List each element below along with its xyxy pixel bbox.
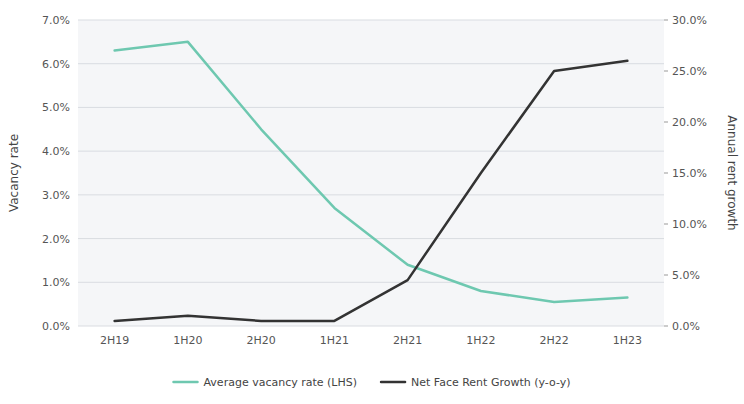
background	[0, 0, 744, 404]
y2-axis-title: Annual rent growth	[725, 115, 739, 230]
grid-line	[78, 282, 664, 283]
legend-item: Average vacancy rate (LHS)	[173, 376, 357, 389]
grid-line	[78, 151, 664, 152]
y-tick-label: 3.0%	[42, 189, 70, 202]
y2-tick-label: 5.0%	[672, 269, 700, 282]
series-group	[115, 42, 628, 321]
grid-line	[78, 63, 664, 64]
legend: Average vacancy rate (LHS) Net Face Rent …	[173, 376, 570, 389]
legend-label: Net Face Rent Growth (y-o-y)	[411, 376, 570, 389]
y-tick-label: 2.0%	[42, 233, 70, 246]
x-tick-label: 2H22	[539, 334, 568, 347]
y2-tick-label: 25.0%	[672, 65, 707, 78]
x-tick-label: 2H21	[393, 334, 422, 347]
y2-tick	[664, 224, 668, 225]
x-tick-label: 1H22	[466, 334, 495, 347]
legend-swatch	[173, 381, 197, 384]
y2-tick	[664, 326, 668, 327]
x-tick-label: 1H23	[613, 334, 642, 347]
y-tick-label: 7.0%	[42, 14, 70, 27]
legend-item: Net Face Rent Growth (y-o-y)	[381, 376, 570, 389]
grid-line	[78, 20, 664, 21]
x-tick-label: 1H20	[173, 334, 202, 347]
grid-line	[78, 107, 664, 108]
y2-tick-label: 20.0%	[672, 116, 707, 129]
legend-label: Average vacancy rate (LHS)	[203, 376, 357, 389]
series-line	[115, 42, 628, 302]
y2-tick	[664, 173, 668, 174]
y-tick-label: 0.0%	[42, 320, 70, 333]
y2-tick	[664, 20, 668, 21]
legend-swatch	[381, 381, 405, 384]
y-tick-label: 1.0%	[42, 276, 70, 289]
grid-line	[78, 194, 664, 195]
x-tick-label: 2H19	[100, 334, 129, 347]
plot-area	[78, 20, 664, 326]
x-tick-label: 1H21	[320, 334, 349, 347]
grid-line	[78, 238, 664, 239]
y2-tick-label: 15.0%	[672, 167, 707, 180]
y2-tick	[664, 275, 668, 276]
y2-tick-label: 0.0%	[672, 320, 700, 333]
y-tick-label: 5.0%	[42, 101, 70, 114]
x-tick-label: 2H20	[246, 334, 275, 347]
y-tick-label: 6.0%	[42, 58, 70, 71]
y-tick-label: 4.0%	[42, 145, 70, 158]
y2-tick-label: 30.0%	[672, 14, 707, 27]
y-axis-title: Vacancy rate	[7, 134, 21, 212]
y2-tick	[664, 71, 668, 72]
y2-tick-label: 10.0%	[672, 218, 707, 231]
y2-tick	[664, 122, 668, 123]
grid-line	[78, 326, 664, 327]
series-line	[115, 61, 628, 321]
chart: 0.0% 1.0% 2.0% 3.0% 4.0% 5.0% 6.0% 7.0% 0.0% 5.0%…	[0, 0, 744, 404]
